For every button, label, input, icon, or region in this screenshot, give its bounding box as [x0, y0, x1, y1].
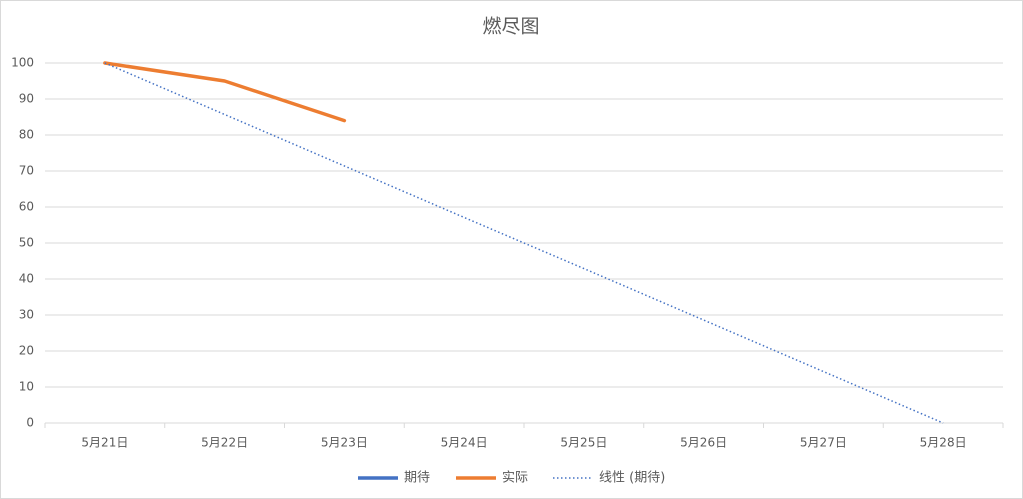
legend-label: 期待 — [404, 471, 430, 486]
x-tick-label: 5月26日 — [680, 436, 727, 450]
y-tick-label: 0 — [26, 416, 34, 430]
y-tick-label: 80 — [19, 128, 34, 142]
y-tick-label: 60 — [19, 200, 34, 214]
x-tick-label: 5月28日 — [920, 436, 967, 450]
y-tick-label: 20 — [19, 344, 34, 358]
series-line — [103, 61, 347, 123]
x-tick-label: 5月24日 — [441, 436, 488, 450]
y-tick-label: 70 — [19, 164, 34, 178]
y-tick-label: 30 — [19, 308, 34, 322]
legend-label: 线性 (期待) — [599, 471, 665, 486]
y-tick-label: 40 — [19, 272, 34, 286]
y-tick-label: 10 — [19, 380, 34, 394]
x-tick-label: 5月21日 — [81, 436, 128, 450]
chart-title: 燃尽图 — [482, 16, 539, 38]
series-line — [104, 62, 944, 424]
x-tick-label: 5月22日 — [201, 436, 248, 450]
x-tick-label: 5月27日 — [800, 436, 847, 450]
y-tick-label: 100 — [11, 56, 34, 70]
y-tick-label: 50 — [19, 236, 34, 250]
x-tick-label: 5月25日 — [560, 436, 607, 450]
x-tick-label: 5月23日 — [321, 436, 368, 450]
y-tick-label: 90 — [19, 92, 34, 106]
legend-label: 实际 — [502, 471, 528, 486]
